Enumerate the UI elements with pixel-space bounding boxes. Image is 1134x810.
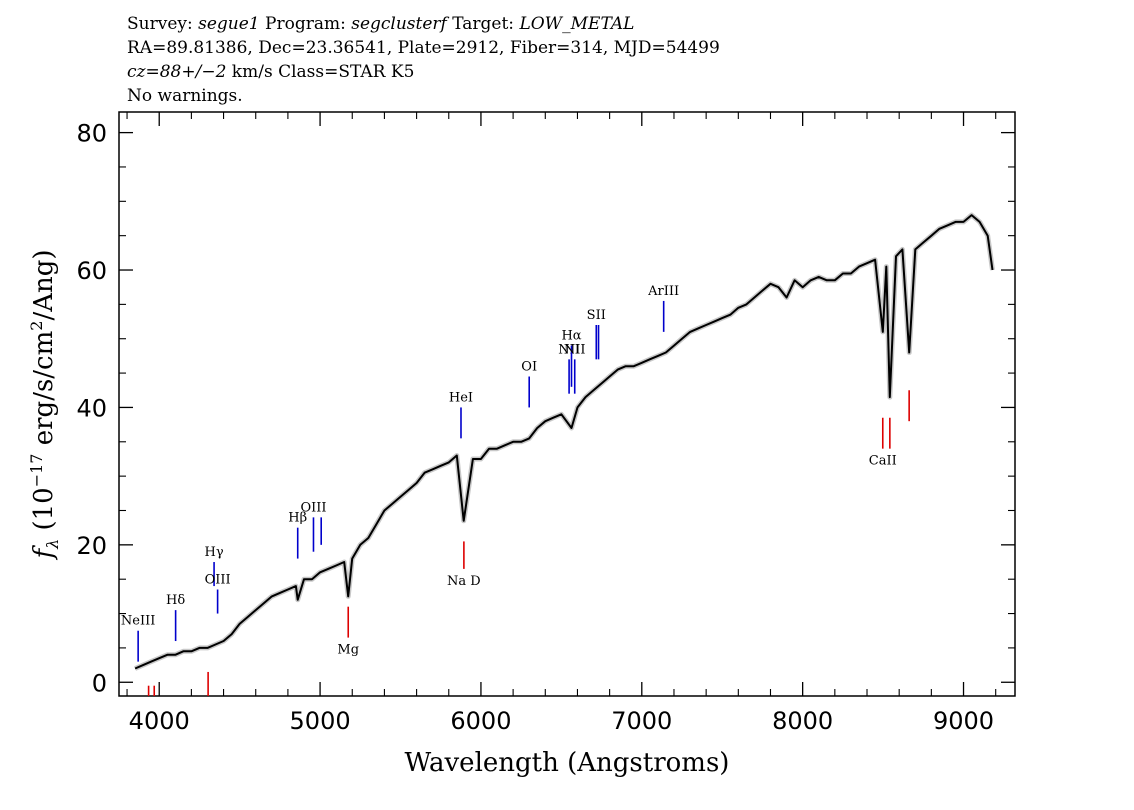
emission-line-label: OIII: [300, 500, 326, 515]
emission-line-label: Hγ: [205, 545, 224, 560]
absorption-line-label: Mg: [337, 643, 359, 658]
absorption-line-label: Na D: [447, 574, 481, 589]
spectrum-line: [134, 214, 994, 670]
x-axis-title: Wavelength (Angstroms): [405, 748, 730, 778]
y-axis-title-exponent: −17: [27, 454, 46, 488]
emission-line-label: NeIII: [121, 614, 155, 629]
y-axis-title-subscript: λ: [43, 539, 62, 550]
header-survey-line: Survey: segue1 Program: segclusterf Targ…: [127, 12, 720, 36]
program-value: segclusterf: [351, 14, 447, 34]
x-tick-label: 4000: [129, 707, 190, 735]
emission-line-label: SII: [587, 308, 606, 323]
line-markers: NeIIIHδHγOIIIHβOIIIHeIOINIIHαNIISIIArIII…: [121, 284, 910, 696]
y-tick-label: 60: [76, 257, 107, 285]
x-tick-label: 8000: [772, 707, 833, 735]
x-tick-label: 9000: [933, 707, 994, 735]
emission-line-label: NII: [558, 342, 580, 357]
absorption-line-label: CaII: [869, 454, 897, 469]
header-redshift-line: cz=88+/−2 km/s Class=STAR K5: [127, 60, 720, 84]
y-axis-title-units: erg/s/cm: [29, 331, 59, 454]
y-tick-label: 20: [76, 532, 107, 560]
x-tick-label: 5000: [290, 707, 351, 735]
target-value: LOW_METAL: [519, 14, 635, 34]
emission-line-label: Hδ: [166, 593, 185, 608]
emission-line-label: HeI: [449, 390, 473, 405]
y-tick-label: 40: [76, 394, 107, 422]
axis-ticks: 4000 5000 6000 7000 8000 9000 0 20 40 60 80: [76, 112, 1015, 735]
x-tick-label: 6000: [450, 707, 511, 735]
y-tick-label: 80: [76, 120, 107, 148]
x-tick-label: 7000: [611, 707, 672, 735]
emission-line-label: Hα: [561, 329, 581, 344]
emission-line-label: ArIII: [647, 284, 679, 299]
header-coordinates-line: RA=89.81386, Dec=23.36541, Plate=2912, F…: [127, 38, 720, 58]
emission-line-label: OI: [521, 360, 537, 375]
y-axis-title-squared: 2: [27, 321, 46, 331]
program-label: Program:: [259, 14, 352, 34]
y-axis-title: fλ (10−17 erg/s/cm2/Ang): [27, 249, 62, 560]
spectrum-header: Survey: segue1 Program: segclusterf Targ…: [127, 12, 720, 108]
y-tick-label: 0: [92, 669, 107, 697]
header-warnings-line: No warnings.: [127, 86, 243, 106]
y-axis-title-post: /Ang): [29, 249, 59, 320]
plot-frame: [118, 111, 1016, 697]
survey-value: segue1: [198, 14, 260, 34]
spectrum-error-band: [134, 212, 995, 671]
y-axis-title-pre: (10: [29, 487, 59, 539]
class-text: km/s Class=STAR K5: [226, 62, 415, 82]
target-label: Target:: [446, 14, 520, 34]
emission-line-label: Hβ: [288, 511, 307, 526]
emission-line-label: NII: [564, 342, 586, 357]
redshift-value: cz=88+/−2: [127, 62, 227, 82]
survey-label: Survey:: [127, 14, 199, 34]
emission-line-label: OIII: [205, 573, 231, 588]
